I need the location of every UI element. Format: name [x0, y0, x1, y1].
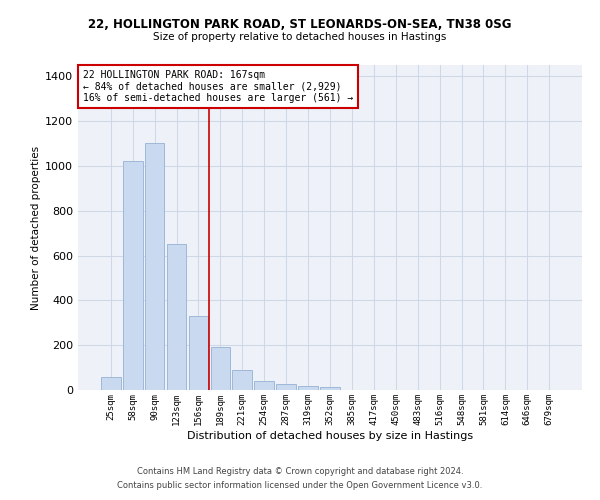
- Bar: [188, 316, 208, 390]
- Y-axis label: Number of detached properties: Number of detached properties: [31, 146, 41, 310]
- X-axis label: Distribution of detached houses by size in Hastings: Distribution of detached houses by size …: [187, 430, 473, 440]
- Bar: [232, 370, 252, 390]
- Text: Contains HM Land Registry data © Crown copyright and database right 2024.: Contains HM Land Registry data © Crown c…: [137, 467, 463, 476]
- Bar: [123, 162, 143, 390]
- Bar: [320, 386, 340, 390]
- Bar: [254, 381, 274, 390]
- Bar: [276, 384, 296, 390]
- Bar: [298, 386, 318, 390]
- Bar: [145, 144, 164, 390]
- Text: 22 HOLLINGTON PARK ROAD: 167sqm
← 84% of detached houses are smaller (2,929)
16%: 22 HOLLINGTON PARK ROAD: 167sqm ← 84% of…: [83, 70, 353, 103]
- Text: Size of property relative to detached houses in Hastings: Size of property relative to detached ho…: [154, 32, 446, 42]
- Bar: [167, 244, 187, 390]
- Bar: [211, 348, 230, 390]
- Text: 22, HOLLINGTON PARK ROAD, ST LEONARDS-ON-SEA, TN38 0SG: 22, HOLLINGTON PARK ROAD, ST LEONARDS-ON…: [88, 18, 512, 30]
- Text: Contains public sector information licensed under the Open Government Licence v3: Contains public sector information licen…: [118, 481, 482, 490]
- Bar: [101, 376, 121, 390]
